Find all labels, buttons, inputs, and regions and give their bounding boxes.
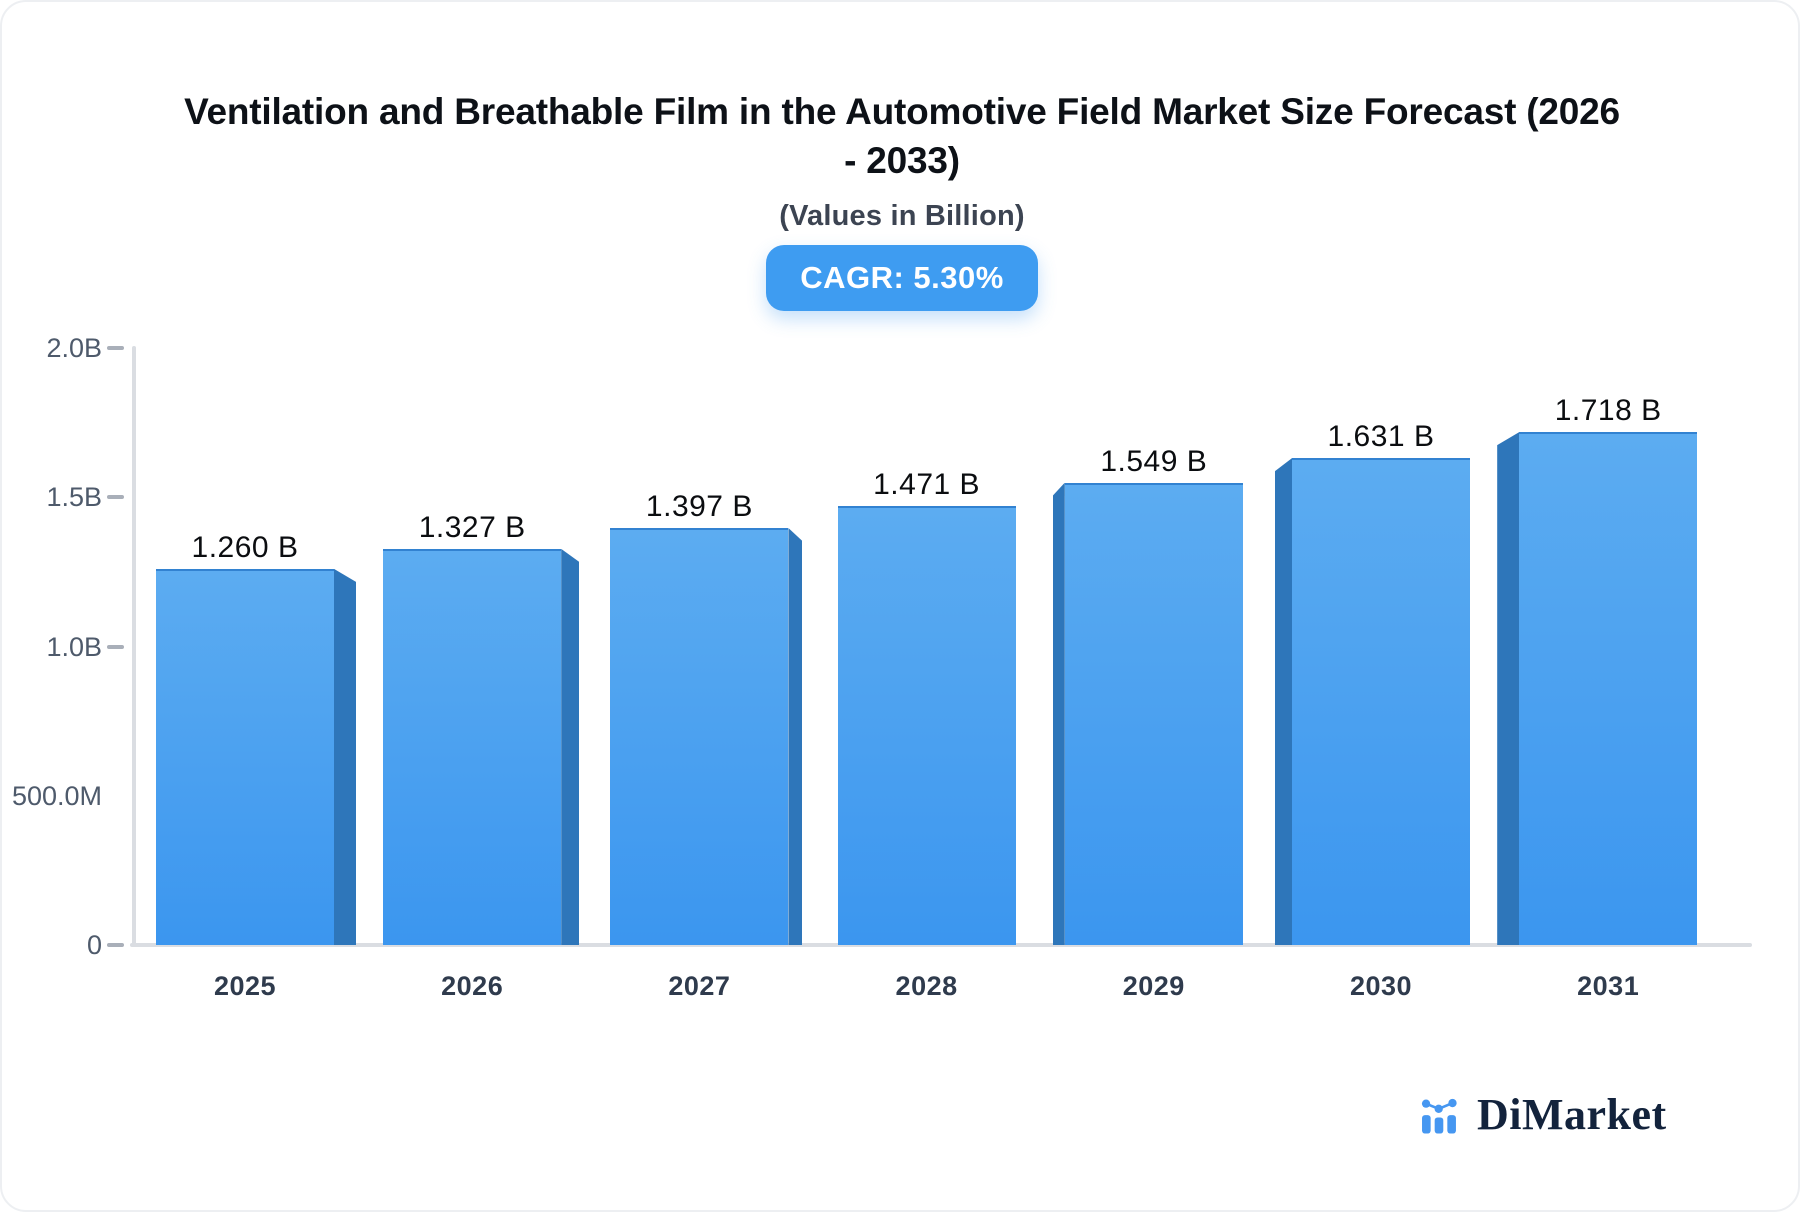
brand-logo: DiMarket bbox=[1418, 1084, 1667, 1144]
bar-3d-side-2030 bbox=[1275, 458, 1292, 945]
bar-value-label-2025: 1.260 B bbox=[191, 530, 299, 564]
chart-title-line-1: Ventilation and Breathable Film in the A… bbox=[184, 91, 1620, 132]
bar-3d-side-2029 bbox=[1052, 482, 1065, 945]
x-axis-baseline bbox=[130, 943, 1752, 947]
bar-3d-side-2027 bbox=[788, 527, 803, 945]
bar-2029[interactable] bbox=[1064, 482, 1243, 945]
x-axis-label-2028: 2028 bbox=[895, 971, 958, 1001]
bar-2026[interactable] bbox=[383, 548, 562, 945]
bar-value-label-2029: 1.549 B bbox=[1100, 444, 1208, 478]
y-tick-label-500.0M: 500.0M bbox=[11, 780, 102, 811]
bar-value-label-2028: 1.471 B bbox=[873, 467, 981, 501]
bar-2031[interactable] bbox=[1519, 432, 1698, 945]
y-axis-line bbox=[132, 346, 136, 947]
y-tick-label-1.5B: 1.5B bbox=[46, 482, 102, 513]
chart-plot-area: 2.0B 1.5B 1.0B 500.0M 0 1.260 B 2025 1.327 B 202… bbox=[2, 332, 1798, 1072]
x-axis-label-2027: 2027 bbox=[668, 971, 731, 1001]
cagr-badge: CAGR: 5.30% bbox=[766, 244, 1038, 311]
bar-3d-side-2031 bbox=[1497, 432, 1520, 945]
bar-line-chart-logo-icon bbox=[1421, 1098, 1457, 1134]
x-axis-label-2029: 2029 bbox=[1122, 971, 1185, 1001]
y-tick-mark bbox=[107, 346, 124, 350]
bar-value-label-2026: 1.327 B bbox=[418, 510, 526, 544]
bar-3d-side-2026 bbox=[561, 548, 580, 945]
x-axis-label-2031: 2031 bbox=[1577, 971, 1640, 1001]
x-axis-label-2026: 2026 bbox=[441, 971, 504, 1001]
y-tick-label-2.0B: 2.0B bbox=[46, 333, 102, 363]
y-tick-label-1.0B: 1.0B bbox=[46, 631, 102, 662]
chart-subtitle: (Values in Billion) bbox=[779, 199, 1025, 232]
bar-value-label-2027: 1.397 B bbox=[645, 489, 753, 523]
chart-header: Ventilation and Breathable Film in the A… bbox=[50, 88, 1754, 311]
bar-value-label-2031: 1.718 B bbox=[1554, 394, 1662, 428]
y-tick-mark bbox=[107, 644, 124, 649]
y-tick-mark bbox=[107, 943, 124, 947]
x-axis-label-2025: 2025 bbox=[213, 971, 277, 1001]
bar-2027[interactable] bbox=[610, 527, 789, 945]
brand-name: DiMarket bbox=[1477, 1089, 1667, 1139]
y-tick-label-0: 0 bbox=[86, 930, 102, 960]
bar-2025[interactable] bbox=[156, 568, 334, 945]
bar-3d-side-2025 bbox=[334, 568, 356, 945]
y-tick-mark bbox=[107, 495, 124, 500]
bar-2030[interactable] bbox=[1292, 458, 1470, 945]
chart-title-line-2: - 2033) bbox=[844, 139, 960, 181]
x-axis-label-2030: 2030 bbox=[1349, 971, 1413, 1001]
bar-2028[interactable] bbox=[837, 505, 1016, 945]
bar-value-label-2030: 1.631 B bbox=[1327, 420, 1435, 454]
